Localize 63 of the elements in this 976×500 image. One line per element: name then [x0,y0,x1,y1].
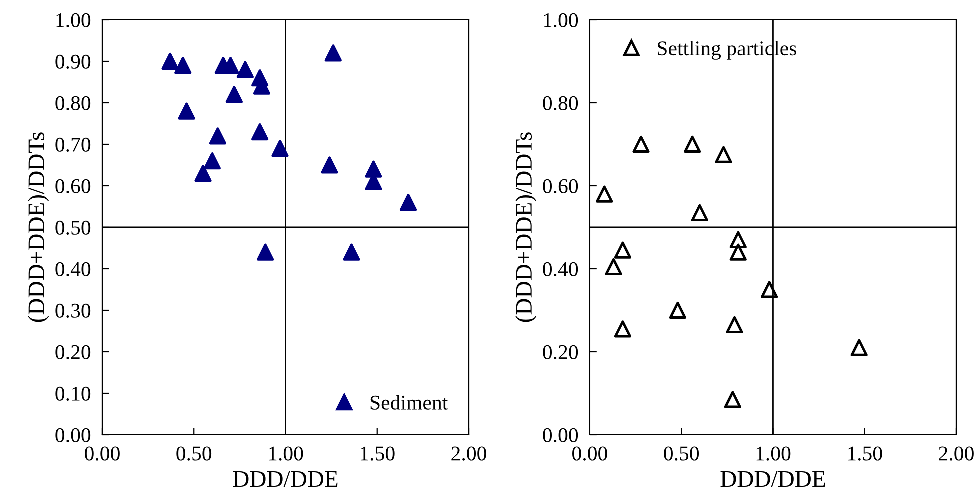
point [726,316,744,334]
point [236,61,254,78]
x-tick-label: 1.00 [756,446,791,461]
y-tick-label: 0.20 [543,345,578,360]
x-tick-label: 1.50 [360,446,395,461]
point [850,339,868,356]
point [321,156,338,174]
y-tick-label: 0.40 [543,262,578,277]
y-tick-label: 0.90 [56,54,91,70]
point [730,244,747,261]
point [730,231,747,248]
y-tick-label: 0.60 [56,179,91,194]
point [343,244,360,261]
point [605,258,622,276]
y-tick-label: 0.70 [56,138,91,152]
point [669,302,686,320]
y-tick-label: 0.00 [56,428,91,443]
y-tick-label: 0.80 [56,96,91,111]
point [596,186,614,203]
x-tick-label: 0.50 [176,446,212,461]
x-axis-title: DDD/DDE [233,471,338,488]
y-axis-title: (DDD+DDE)/DDTs [28,132,50,322]
y-tick-label: 0.60 [543,179,578,194]
point [178,102,196,120]
point [162,52,179,70]
x-tick-label: 2.00 [452,446,486,461]
point [761,281,778,298]
point [614,242,632,259]
x-tick-label: 1.00 [269,446,304,461]
x-tick-label: 2.00 [939,446,974,461]
point [400,194,418,212]
y-tick-label: 0.20 [56,345,91,360]
x-axis-title: DDD/DDE [720,471,826,488]
y-tick-label: 0.50 [56,220,91,236]
y-tick-label: 0.80 [543,96,578,111]
point [209,128,226,145]
point [272,140,289,158]
y-tick-label: 0.10 [56,386,91,402]
x-tick-label: 0.00 [572,446,608,461]
point [632,136,650,154]
point [226,86,243,104]
point [724,391,742,408]
legend-label: Sediment [370,395,448,410]
point [684,136,702,154]
y-tick-label: 0.00 [543,428,578,443]
point [715,146,732,164]
point [691,204,708,222]
point [257,244,274,261]
point [252,124,269,141]
y-tick-label: 1.00 [56,13,91,28]
x-tick-label: 0.50 [664,446,700,461]
x-tick-label: 1.50 [848,446,882,461]
x-tick-label: 0.00 [85,446,120,461]
y-tick-label: 0.40 [56,262,91,277]
point [174,57,192,74]
y-tick-label: 1.00 [544,13,578,28]
point [204,152,221,170]
point [614,320,632,338]
point [324,44,342,62]
point [222,57,240,74]
y-axis-title: (DDD+DDE)/DDTs [515,132,537,322]
y-tick-label: 0.30 [56,304,91,318]
point [194,165,212,182]
